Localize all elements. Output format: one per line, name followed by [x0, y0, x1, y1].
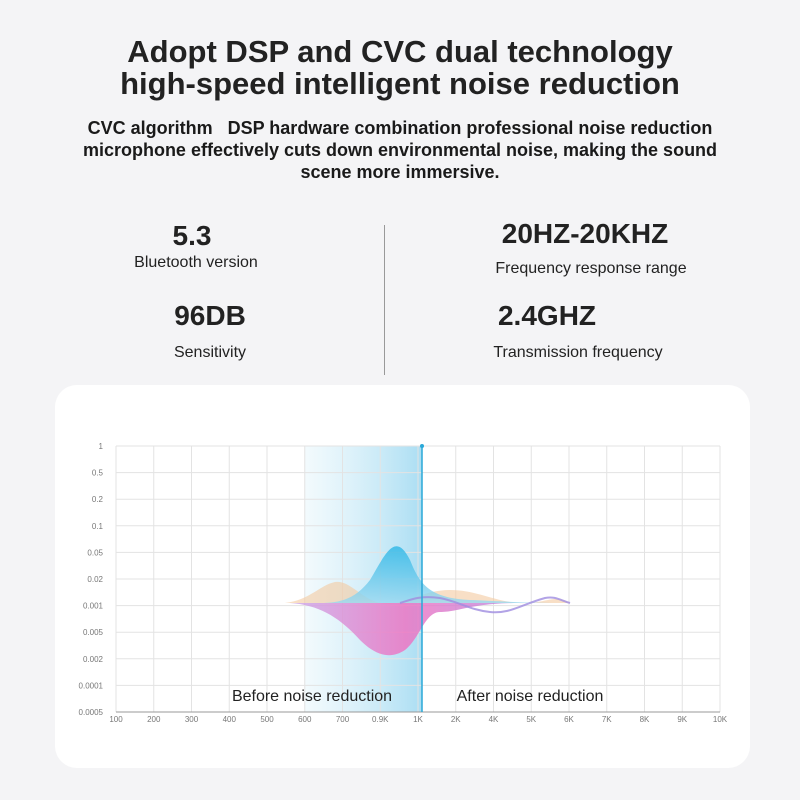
- x-tick-label: 1K: [413, 715, 423, 724]
- x-tick-label: 6K: [564, 715, 574, 724]
- x-tick-label: 8K: [640, 715, 650, 724]
- y-tick-label: 0.005: [83, 628, 104, 637]
- y-tick-label: 0.0001: [79, 681, 104, 690]
- subtitle: CVC algorithm DSP hardware combination p…: [87, 118, 713, 138]
- x-tick-label: 5K: [526, 715, 536, 724]
- x-tick-label: 10K: [713, 715, 728, 724]
- y-tick-label: 0.0005: [79, 708, 104, 717]
- spec-label: Bluetooth version: [134, 254, 258, 271]
- y-tick-label: 0.02: [87, 575, 103, 584]
- x-tick-label: 4K: [489, 715, 499, 724]
- spec-value: 20HZ-20KHZ: [501, 218, 669, 249]
- x-tick-label: 200: [147, 715, 161, 724]
- x-tick-label: 700: [336, 715, 350, 724]
- x-tick-label: 0.9K: [372, 715, 389, 724]
- y-tick-label: 0.05: [87, 548, 103, 557]
- divider: [384, 225, 385, 375]
- x-tick-label: 9K: [677, 715, 687, 724]
- subtitle: microphone effectively cuts down environ…: [82, 140, 718, 160]
- x-tick-label: 400: [223, 715, 237, 724]
- wave: [290, 603, 520, 656]
- y-tick-label: 0.1: [92, 522, 104, 531]
- y-tick-label: 0.5: [92, 469, 104, 478]
- x-tick-label: 600: [298, 715, 312, 724]
- after-label: After noise reduction: [457, 688, 604, 705]
- spec-label: Transmission frequency: [493, 344, 663, 361]
- spec-label: Sensitivity: [173, 344, 247, 361]
- spec-value: 96DB: [174, 300, 246, 331]
- y-tick-label: 1: [99, 442, 104, 451]
- x-tick-label: 500: [260, 715, 274, 724]
- spec-value: 2.4GHZ: [497, 300, 597, 331]
- title: Adopt DSP and CVC dual technology: [127, 34, 673, 69]
- y-tick-label: 0.2: [92, 495, 104, 504]
- x-tick-label: 7K: [602, 715, 612, 724]
- y-tick-label: 0.002: [83, 655, 104, 664]
- y-tick-label: 0.001: [83, 602, 104, 611]
- before-label: Before noise reduction: [232, 688, 392, 705]
- title: high-speed intelligent noise reduction: [120, 66, 680, 101]
- wave: [399, 596, 571, 614]
- wave: [300, 546, 560, 604]
- dot: [420, 444, 424, 448]
- x-tick-label: 2K: [451, 715, 461, 724]
- spec-value: 5.3: [172, 220, 212, 251]
- subtitle: scene more immersive.: [300, 162, 500, 182]
- x-tick-label: 100: [109, 715, 123, 724]
- x-tick-label: 300: [185, 715, 199, 724]
- spec-label: Frequency response range: [495, 260, 687, 277]
